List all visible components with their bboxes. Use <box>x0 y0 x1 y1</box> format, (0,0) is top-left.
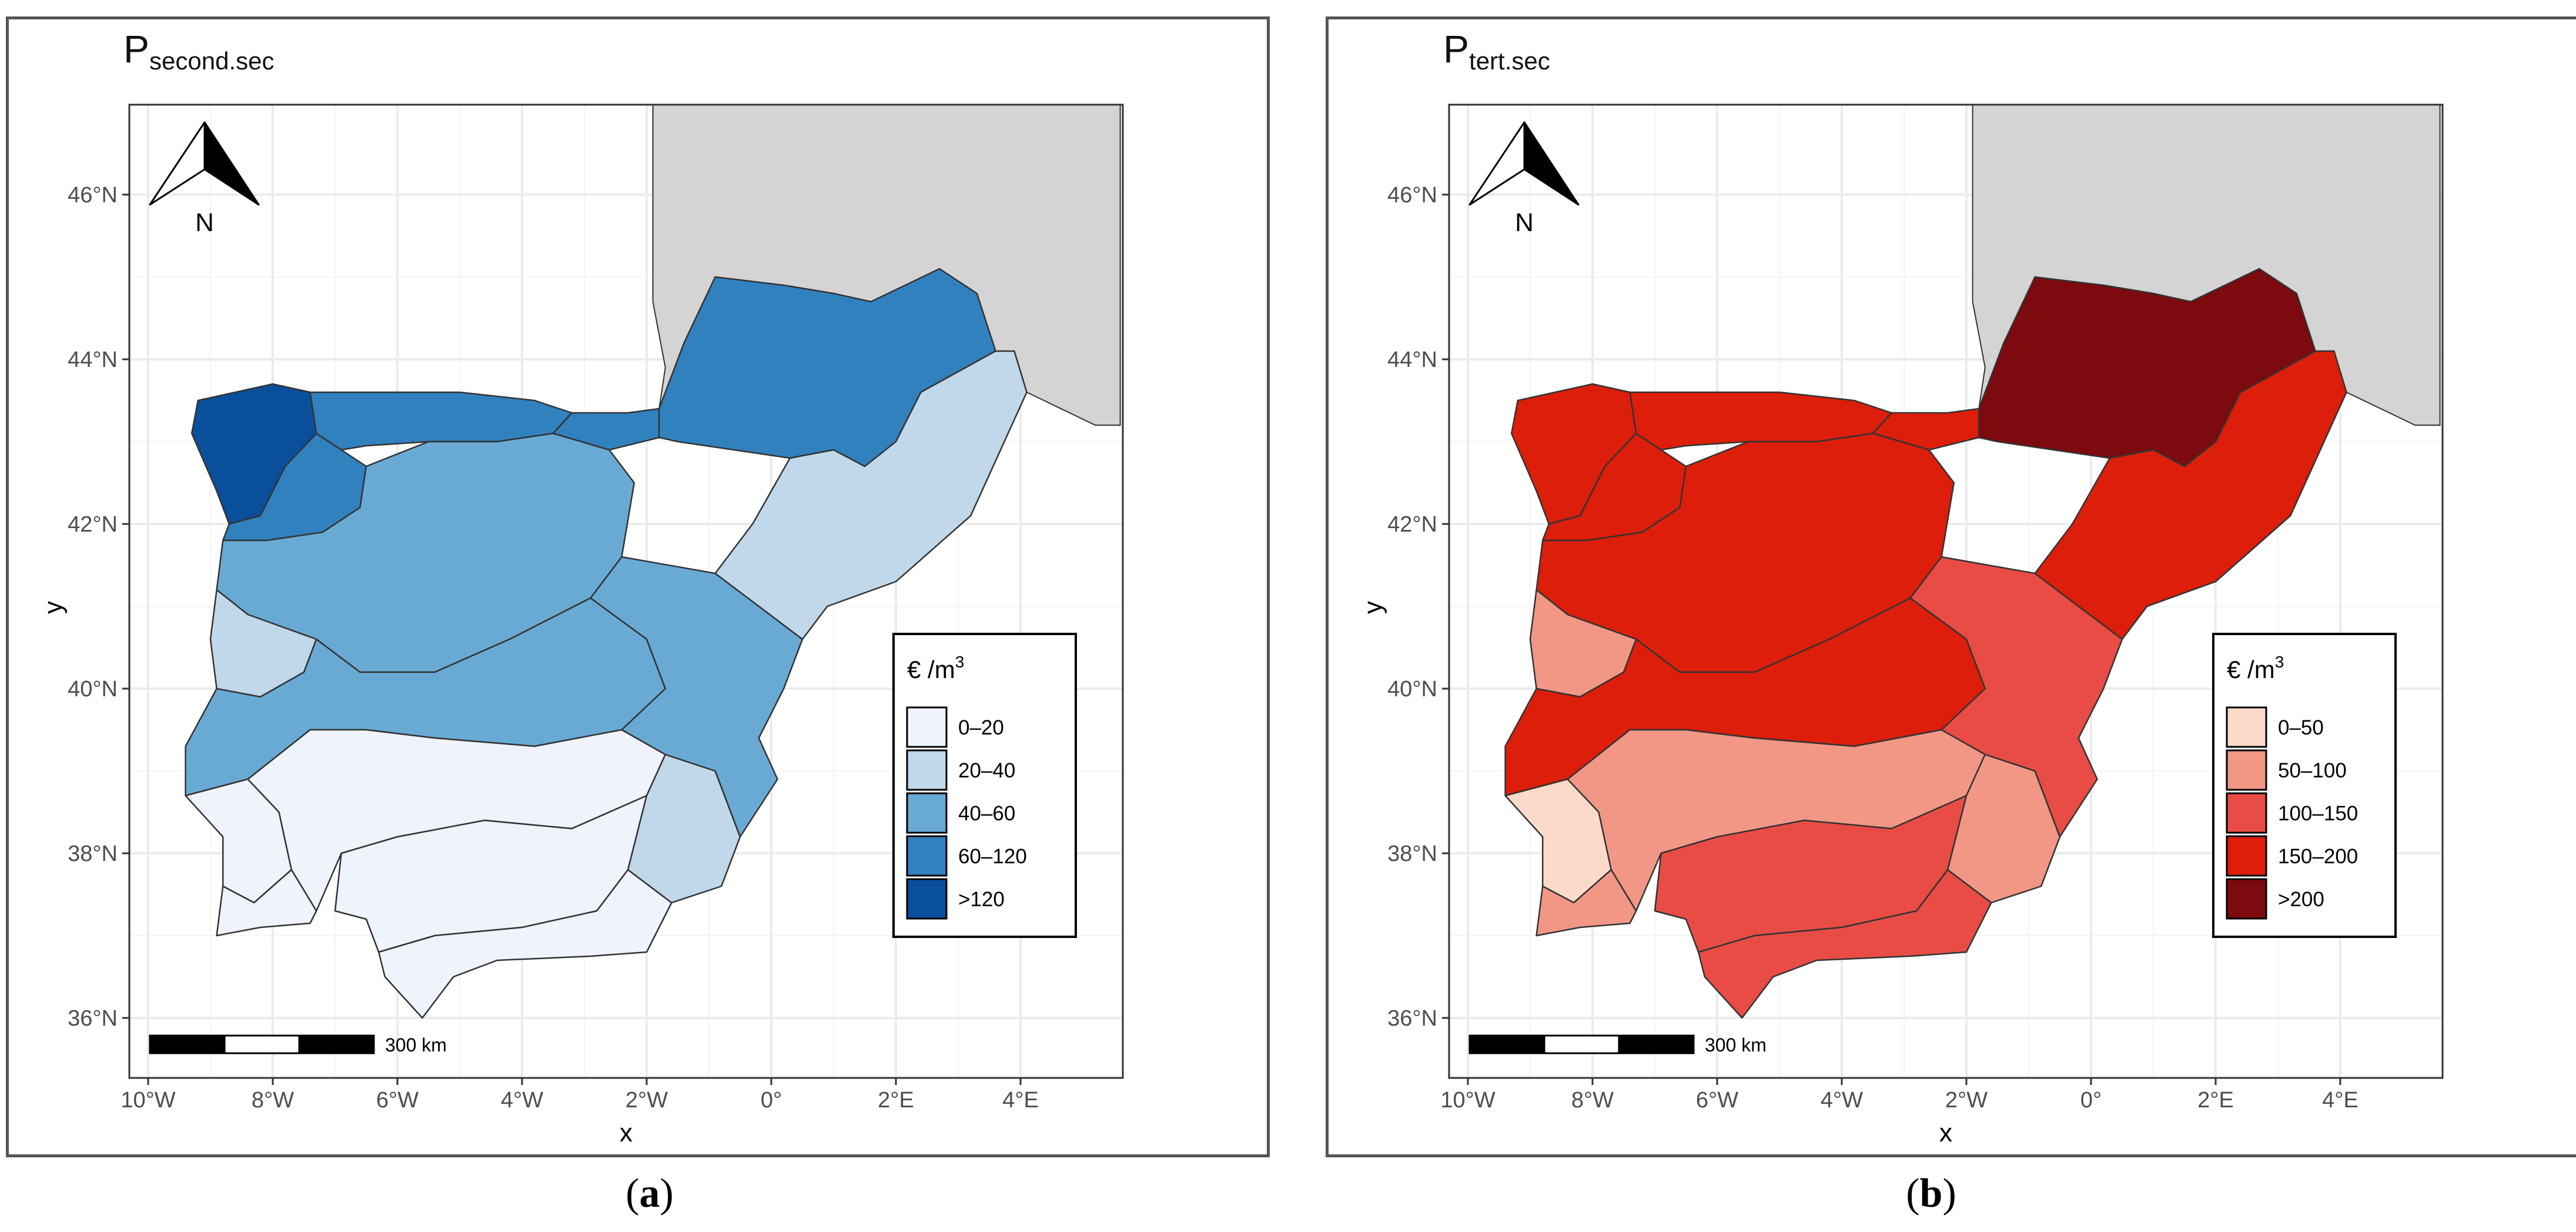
x-tick-label: 2°E <box>2197 1088 2234 1113</box>
basin-catalonia <box>2034 350 2347 640</box>
legend-label: 150–200 <box>2278 845 2358 868</box>
x-tick-label: 6°W <box>1696 1088 1738 1113</box>
legend-label: 40–60 <box>958 802 1015 825</box>
x-tick-label: 10°W <box>1440 1088 1495 1113</box>
y-tick-label: 46°N <box>68 183 118 208</box>
legend-title: € /m3 <box>907 653 964 683</box>
legend: € /m3 0–50 50–100 100–150 150–200 >200 <box>2212 633 2397 938</box>
legend-swatch <box>906 835 948 877</box>
legend-swatch <box>2226 749 2267 791</box>
legend-swatch <box>2226 878 2267 920</box>
panel-title-a: Psecond.sec <box>123 26 275 75</box>
x-axis-title: x <box>1939 1119 1952 1147</box>
title-main: P <box>123 27 150 71</box>
legend-label: 20–40 <box>958 759 1015 782</box>
x-tick-label: 10°W <box>121 1088 175 1113</box>
x-tick-label: 2°E <box>878 1088 914 1113</box>
plot-frame <box>1448 103 2444 1079</box>
legend-label: >200 <box>2278 888 2324 911</box>
basin-catalonia <box>714 350 1028 640</box>
y-axis-title: y <box>39 601 68 614</box>
legend-swatch <box>906 706 948 748</box>
legend-label: >120 <box>958 888 1005 911</box>
x-tick-label: 0° <box>761 1088 782 1113</box>
title-main: P <box>1443 27 1470 71</box>
scale-bar <box>149 1034 375 1054</box>
basin-algarve <box>216 869 317 937</box>
y-tick-label: 40°N <box>1387 677 1437 702</box>
y-axis-title: y <box>1359 601 1387 614</box>
legend-swatch <box>906 792 948 834</box>
title-subscript: second.sec <box>149 47 275 75</box>
north-label: N <box>195 208 214 237</box>
y-tick-label: 42°N <box>68 512 118 537</box>
y-tick-label: 44°N <box>68 348 118 372</box>
x-tick-label: 2°W <box>625 1088 668 1113</box>
x-tick-label: 4°E <box>1002 1088 1039 1113</box>
legend-label: 0–20 <box>958 716 1004 739</box>
basin-andalucia <box>377 869 673 1019</box>
plot-frame <box>128 103 1124 1079</box>
x-tick-label: 4°W <box>1821 1088 1863 1113</box>
x-tick-label: 4°E <box>2322 1088 2358 1113</box>
legend-swatch <box>906 749 948 791</box>
legend-label: 60–120 <box>958 845 1027 868</box>
y-tick-label: 36°N <box>68 1006 118 1031</box>
map-panel-b: 10°W 8°W 6°W 4°W 2°W 0° 2°E 4°E 46°N 44°N 42°N 40°N… <box>1326 16 2576 1157</box>
x-tick-label: 4°W <box>501 1088 543 1113</box>
x-tick-label: 2°W <box>1945 1088 1988 1113</box>
north-label: N <box>1515 208 1534 237</box>
legend-swatch <box>906 878 948 920</box>
scale-label: 300 km <box>1705 1034 1767 1056</box>
map-b: 10°W 8°W 6°W 4°W 2°W 0° 2°E 4°E 46°N 44°N 42°N 40°N… <box>1359 103 2444 1147</box>
y-tick-label: 40°N <box>68 677 118 702</box>
x-axis-title: x <box>620 1119 633 1147</box>
caption-b: (b) <box>1906 1171 1956 1216</box>
legend-label: 0–50 <box>2278 716 2324 739</box>
legend: € /m3 0–20 20–40 40–60 60–120 >120 <box>892 633 1077 938</box>
legend-title-exponent: 3 <box>2275 653 2284 671</box>
legend-swatch <box>2226 835 2267 877</box>
map-panel-a: 10°W 8°W 6°W 4°W 2°W 0° 2°E 4°E 46°N 44°N 42°N 40°N… <box>6 16 1270 1157</box>
x-tick-label: 6°W <box>376 1088 419 1113</box>
legend-label: 100–150 <box>2278 802 2358 825</box>
y-tick-label: 44°N <box>1387 348 1437 372</box>
x-tick-label: 8°W <box>252 1088 294 1113</box>
caption-a: (a) <box>625 1171 674 1216</box>
basin-algarve <box>1535 869 1637 937</box>
x-tick-label: 0° <box>2080 1088 2102 1113</box>
y-tick-label: 46°N <box>1387 183 1437 208</box>
y-tick-label: 42°N <box>1387 512 1437 537</box>
legend-label: 50–100 <box>2278 759 2347 782</box>
y-tick-label: 38°N <box>68 842 118 866</box>
basin-andalucia <box>1697 869 1992 1019</box>
legend-title-exponent: 3 <box>955 653 965 671</box>
north-arrow-icon <box>149 121 260 206</box>
legend-swatch <box>2226 792 2267 834</box>
panel-title-b: Ptert.sec <box>1443 26 1550 75</box>
map-a: 10°W 8°W 6°W 4°W 2°W 0° 2°E 4°E 46°N 44°N 42°N 40°N… <box>39 103 1124 1147</box>
scale-label: 300 km <box>385 1034 447 1056</box>
x-tick-label: 8°W <box>1571 1088 1614 1113</box>
scale-bar <box>1468 1034 1695 1054</box>
legend-title: € /m3 <box>2227 653 2284 683</box>
title-subscript: tert.sec <box>1469 47 1550 75</box>
y-tick-label: 36°N <box>1387 1006 1437 1031</box>
y-tick-label: 38°N <box>1387 842 1437 866</box>
legend-swatch <box>2226 706 2267 748</box>
north-arrow-icon <box>1468 121 1580 206</box>
